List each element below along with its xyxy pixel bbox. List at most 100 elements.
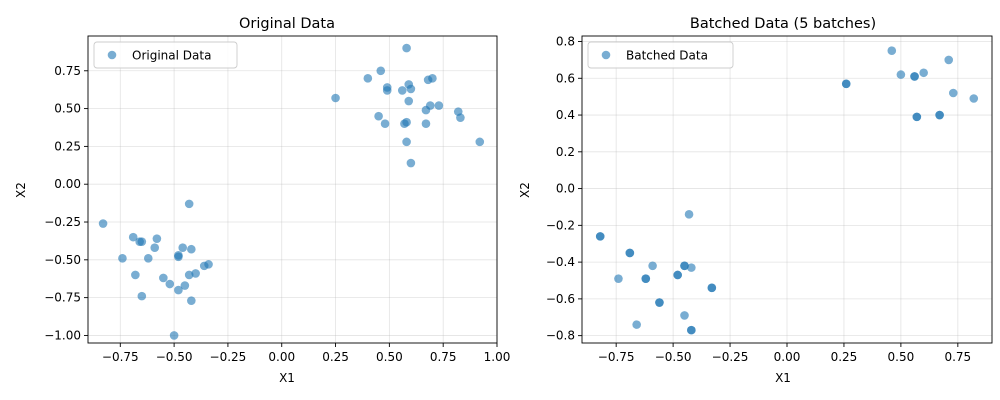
data-point [363, 74, 373, 83]
data-point [687, 263, 696, 272]
data-point [948, 88, 958, 98]
chart-title: Original Data [239, 16, 335, 32]
legend-marker [107, 50, 117, 60]
data-point [169, 331, 179, 340]
data-point [425, 101, 435, 110]
data-point [98, 219, 108, 228]
y-tick-label: −0.75 [44, 291, 81, 305]
data-point [406, 84, 416, 94]
data-point [475, 137, 485, 147]
x-tick-label: 0.75 [944, 350, 971, 364]
legend-label: Original Data [132, 49, 211, 63]
legend: Batched Data [587, 41, 734, 69]
data-point [159, 273, 168, 283]
y-tick-label: −1.00 [44, 328, 81, 342]
y-tick-label: 0.75 [54, 64, 81, 78]
data-point [143, 254, 153, 263]
data-point [118, 254, 127, 263]
data-point [204, 260, 213, 269]
data-point [680, 261, 689, 271]
data-point [456, 113, 465, 122]
data-point [382, 86, 392, 95]
data-point [912, 112, 922, 122]
data-point [632, 320, 641, 329]
data-point [673, 270, 682, 280]
data-point [184, 270, 194, 280]
legend-box [587, 41, 734, 69]
subplot-original-data: Original Data X1 X2 −0.75 −0.50 −0.25 0.00 0… [14, 16, 510, 385]
data-point [397, 86, 407, 95]
x-tick-label: −0.25 [712, 350, 749, 364]
y-tick-label: −0.25 [44, 215, 81, 229]
y-tick-label: 0.6 [556, 71, 575, 85]
subplot-batched-data: Batched Data (5 batches) X1 X2 −0.75 −0.5… [518, 16, 993, 385]
data-point [887, 46, 897, 56]
data-point [180, 281, 190, 290]
x-axis-label: X1 [279, 371, 295, 385]
chart-title: Batched Data (5 batches) [690, 16, 876, 32]
data-point [184, 199, 194, 209]
x-tick-label: 0.00 [774, 350, 801, 364]
data-point [128, 232, 138, 242]
data-point [178, 243, 188, 253]
y-tick-label: −0.50 [44, 253, 81, 267]
scatter-points [98, 43, 485, 340]
data-point [402, 43, 411, 53]
y-tick-label: −0.6 [546, 292, 575, 306]
data-point [687, 325, 696, 335]
data-point [374, 111, 383, 121]
data-point [402, 137, 411, 147]
data-point [406, 158, 416, 168]
data-point [910, 72, 919, 81]
y-tick-label: 0.50 [54, 102, 81, 116]
x-tick-label: −0.25 [210, 350, 247, 364]
x-tick-label: 0.50 [888, 350, 915, 364]
legend: Original Data [93, 41, 238, 69]
data-point [174, 252, 183, 262]
y-tick-label: 0.25 [54, 139, 81, 153]
y-axis-label: X2 [14, 182, 28, 198]
data-point [625, 248, 635, 258]
data-point [707, 283, 717, 293]
x-tick-label: −0.75 [102, 350, 139, 364]
data-point [684, 210, 694, 219]
data-point [428, 74, 437, 83]
data-point [150, 243, 160, 253]
data-point [434, 101, 444, 110]
data-point [641, 274, 651, 283]
data-point [896, 70, 906, 79]
plot-frame [87, 35, 498, 344]
data-point [614, 274, 623, 283]
data-point [380, 119, 390, 129]
x-tick-label: 0.75 [430, 350, 457, 364]
y-tick-label: 0.2 [556, 145, 575, 159]
y-tick-label: −0.8 [546, 329, 575, 343]
x-tick-label: −0.50 [156, 350, 193, 364]
legend-box [93, 41, 238, 69]
data-point [137, 291, 147, 301]
x-tick-label: 0.25 [322, 350, 349, 364]
y-axis-label: X2 [518, 182, 532, 198]
scatter-points [595, 46, 979, 335]
x-axis-label: X1 [775, 371, 791, 385]
data-point [421, 119, 431, 129]
data-point [187, 244, 196, 254]
x-tick-label: 1.00 [484, 350, 511, 364]
y-tick-label: 0.4 [556, 108, 575, 122]
y-tick-label: 0.8 [556, 35, 575, 49]
data-point [191, 269, 200, 278]
x-tick-label: −0.50 [655, 350, 692, 364]
x-tick-label: 0.50 [376, 350, 403, 364]
data-point [919, 68, 928, 78]
data-point [404, 96, 414, 106]
data-point [402, 117, 411, 127]
data-point [680, 311, 689, 320]
data-point [648, 261, 657, 271]
y-tick-label: 0.00 [54, 177, 81, 191]
data-point [841, 79, 851, 89]
legend-marker [601, 50, 611, 60]
data-point [187, 296, 196, 305]
y-tick-label: −0.4 [546, 255, 575, 269]
data-point [376, 66, 386, 76]
